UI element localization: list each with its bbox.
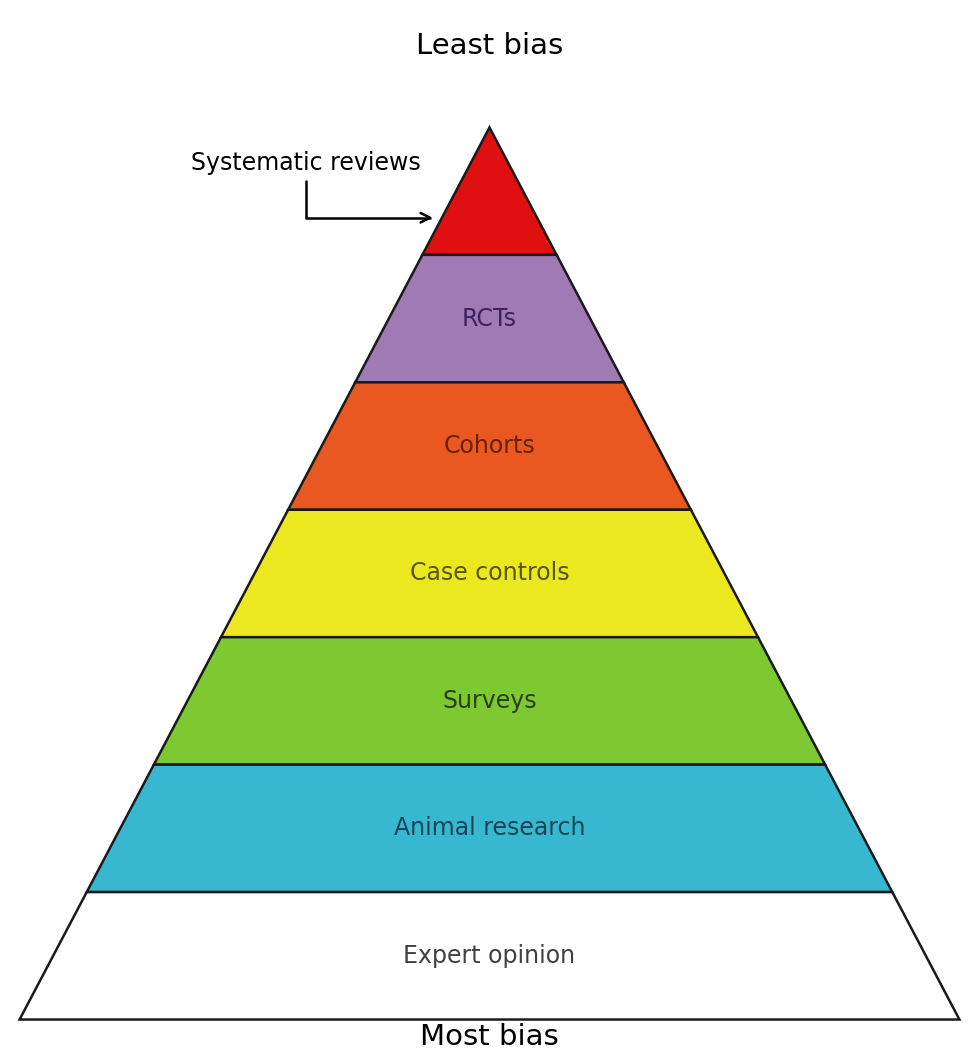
- Text: Systematic reviews: Systematic reviews: [191, 151, 429, 222]
- Polygon shape: [20, 892, 958, 1020]
- Text: Animal research: Animal research: [393, 817, 585, 840]
- Polygon shape: [288, 382, 690, 510]
- Polygon shape: [422, 127, 556, 255]
- Text: Expert opinion: Expert opinion: [403, 944, 575, 967]
- Polygon shape: [355, 255, 623, 382]
- Polygon shape: [87, 765, 891, 892]
- Text: RCTs: RCTs: [462, 307, 516, 330]
- Polygon shape: [221, 510, 757, 637]
- Text: Case controls: Case controls: [409, 562, 569, 585]
- Text: Surveys: Surveys: [442, 689, 536, 713]
- Polygon shape: [154, 637, 824, 765]
- Text: Cohorts: Cohorts: [443, 434, 535, 458]
- Text: Least bias: Least bias: [416, 32, 562, 59]
- Text: Most bias: Most bias: [420, 1024, 558, 1051]
